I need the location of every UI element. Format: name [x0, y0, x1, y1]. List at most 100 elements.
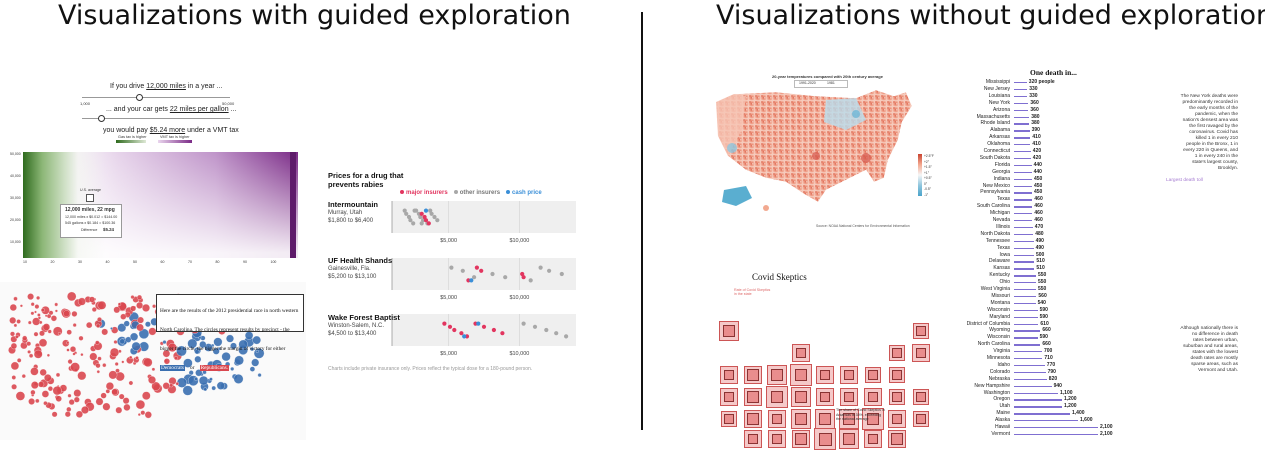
- state-tile[interactable]: [888, 388, 906, 406]
- state-tile[interactable]: [743, 365, 763, 385]
- state-tile[interactable]: [791, 429, 811, 449]
- state-tile[interactable]: [864, 388, 882, 406]
- covid-skeptics-map[interactable]: Covid Skeptics Rate of Covid Skeptics in…: [712, 270, 944, 450]
- state-row: Montana 540: [958, 299, 1098, 307]
- state-tile[interactable]: [838, 428, 860, 450]
- state-tile[interactable]: [792, 344, 810, 362]
- rep-precinct: [54, 302, 59, 307]
- state-tile[interactable]: [816, 366, 834, 384]
- state-value: 490: [1035, 244, 1044, 251]
- price-band: [392, 314, 576, 346]
- state-row: Nebraska 820: [958, 375, 1098, 383]
- state-bar: [1014, 254, 1034, 256]
- state-bar: [1014, 261, 1035, 263]
- state-tile[interactable]: [888, 366, 906, 384]
- right-heading: Visualizations without guided exploratio…: [716, 0, 1265, 31]
- state-tile[interactable]: [912, 322, 930, 340]
- state-tile[interactable]: [887, 429, 907, 449]
- dem-precinct: [212, 347, 220, 355]
- other-insurer-dot: [503, 275, 508, 280]
- dem-precinct: [195, 369, 203, 377]
- state-value: 1,200: [1064, 396, 1077, 403]
- rep-precinct: [27, 293, 34, 300]
- state-tile[interactable]: [912, 410, 930, 428]
- rep-precinct: [70, 362, 80, 372]
- state-name: Colorado: [989, 368, 1010, 375]
- state-tile[interactable]: [791, 409, 811, 429]
- rep-precinct: [88, 296, 96, 303]
- state-bar: [1014, 323, 1039, 325]
- state-tile[interactable]: [790, 386, 812, 408]
- state-tile[interactable]: [720, 388, 738, 406]
- state-tile[interactable]: [719, 321, 739, 341]
- state-tile[interactable]: [743, 387, 763, 407]
- miles-value[interactable]: 12,000 miles: [146, 83, 186, 90]
- other-insurer-dot: [435, 218, 440, 223]
- miles-slider-handle[interactable]: [136, 94, 143, 101]
- state-tile[interactable]: [743, 409, 763, 429]
- state-bar: [1014, 220, 1033, 222]
- state-tile[interactable]: [790, 364, 812, 386]
- state-tile[interactable]: [744, 430, 762, 448]
- state-row: Texas 460: [958, 195, 1098, 203]
- state-row: North Carolina 660: [958, 340, 1098, 348]
- election-map[interactable]: Here are the results of the 2012 preside…: [0, 282, 306, 440]
- rep-precinct: [101, 328, 109, 336]
- state-row: Michigan 460: [958, 209, 1098, 217]
- rep-precinct: [137, 413, 141, 417]
- state-tile[interactable]: [816, 388, 834, 406]
- state-tile[interactable]: [864, 430, 882, 448]
- state-tile[interactable]: [814, 428, 836, 450]
- state-row: Minnesota 710: [958, 354, 1098, 362]
- state-tile[interactable]: [864, 366, 882, 384]
- state-row: New Hampshire 940: [958, 382, 1098, 390]
- other-insurer-dot: [532, 324, 538, 329]
- state-bar: [1014, 95, 1028, 98]
- other-insurer-dot: [564, 334, 569, 339]
- state-tile[interactable]: [888, 410, 906, 428]
- state-tile[interactable]: [912, 344, 930, 362]
- rep-precinct: [78, 335, 84, 341]
- temperature-map[interactable]: 20-year temperatures compared with 20th …: [706, 70, 938, 230]
- major-insurer-dot: [442, 321, 447, 326]
- rep-precinct: [71, 310, 78, 317]
- other-insurer-dot: [418, 214, 423, 220]
- state-tile[interactable]: [840, 388, 858, 406]
- state-tile[interactable]: [767, 365, 787, 385]
- mpg-slider-track[interactable]: [82, 118, 230, 119]
- rep-precinct: [66, 341, 70, 345]
- state-bar: [1014, 144, 1031, 146]
- state-tile[interactable]: [720, 410, 738, 428]
- difference-value: $5.24 more: [149, 127, 186, 134]
- state-name: New York: [988, 99, 1010, 106]
- mpg-slider-handle[interactable]: [98, 115, 105, 122]
- state-tile[interactable]: [912, 388, 930, 406]
- period-toggle[interactable]: 1991-2020 1981: [794, 80, 848, 88]
- rep-precinct: [66, 406, 72, 412]
- rep-precinct: [39, 330, 45, 337]
- state-tile[interactable]: [840, 366, 858, 384]
- state-tile[interactable]: [862, 408, 884, 430]
- dem-precinct: [199, 340, 207, 349]
- state-tile[interactable]: [888, 344, 906, 362]
- state-tile[interactable]: [839, 409, 859, 429]
- mpg-value[interactable]: 22 miles per gallon: [169, 106, 229, 113]
- rep-precinct: [19, 304, 23, 308]
- state-bar: [1014, 171, 1032, 174]
- state-tile[interactable]: [720, 366, 738, 384]
- state-tile[interactable]: [768, 410, 786, 428]
- miles-slider-track[interactable]: [82, 97, 230, 98]
- state-name: Montana: [990, 299, 1010, 306]
- rep-precinct: [151, 367, 156, 372]
- rep-precinct: [114, 362, 119, 366]
- state-tile[interactable]: [766, 386, 788, 408]
- state-tile[interactable]: [768, 430, 786, 448]
- us-average-marker[interactable]: [86, 194, 94, 202]
- axis-tick-label: $5,000: [440, 238, 457, 244]
- dem-label: Democrats: [160, 365, 185, 371]
- major-insurer-dot: [422, 214, 427, 220]
- state-value: 510: [1036, 265, 1045, 272]
- state-tile[interactable]: [814, 408, 836, 430]
- rep-precinct: [130, 295, 135, 300]
- axis-tick-label: $10,000: [509, 238, 529, 244]
